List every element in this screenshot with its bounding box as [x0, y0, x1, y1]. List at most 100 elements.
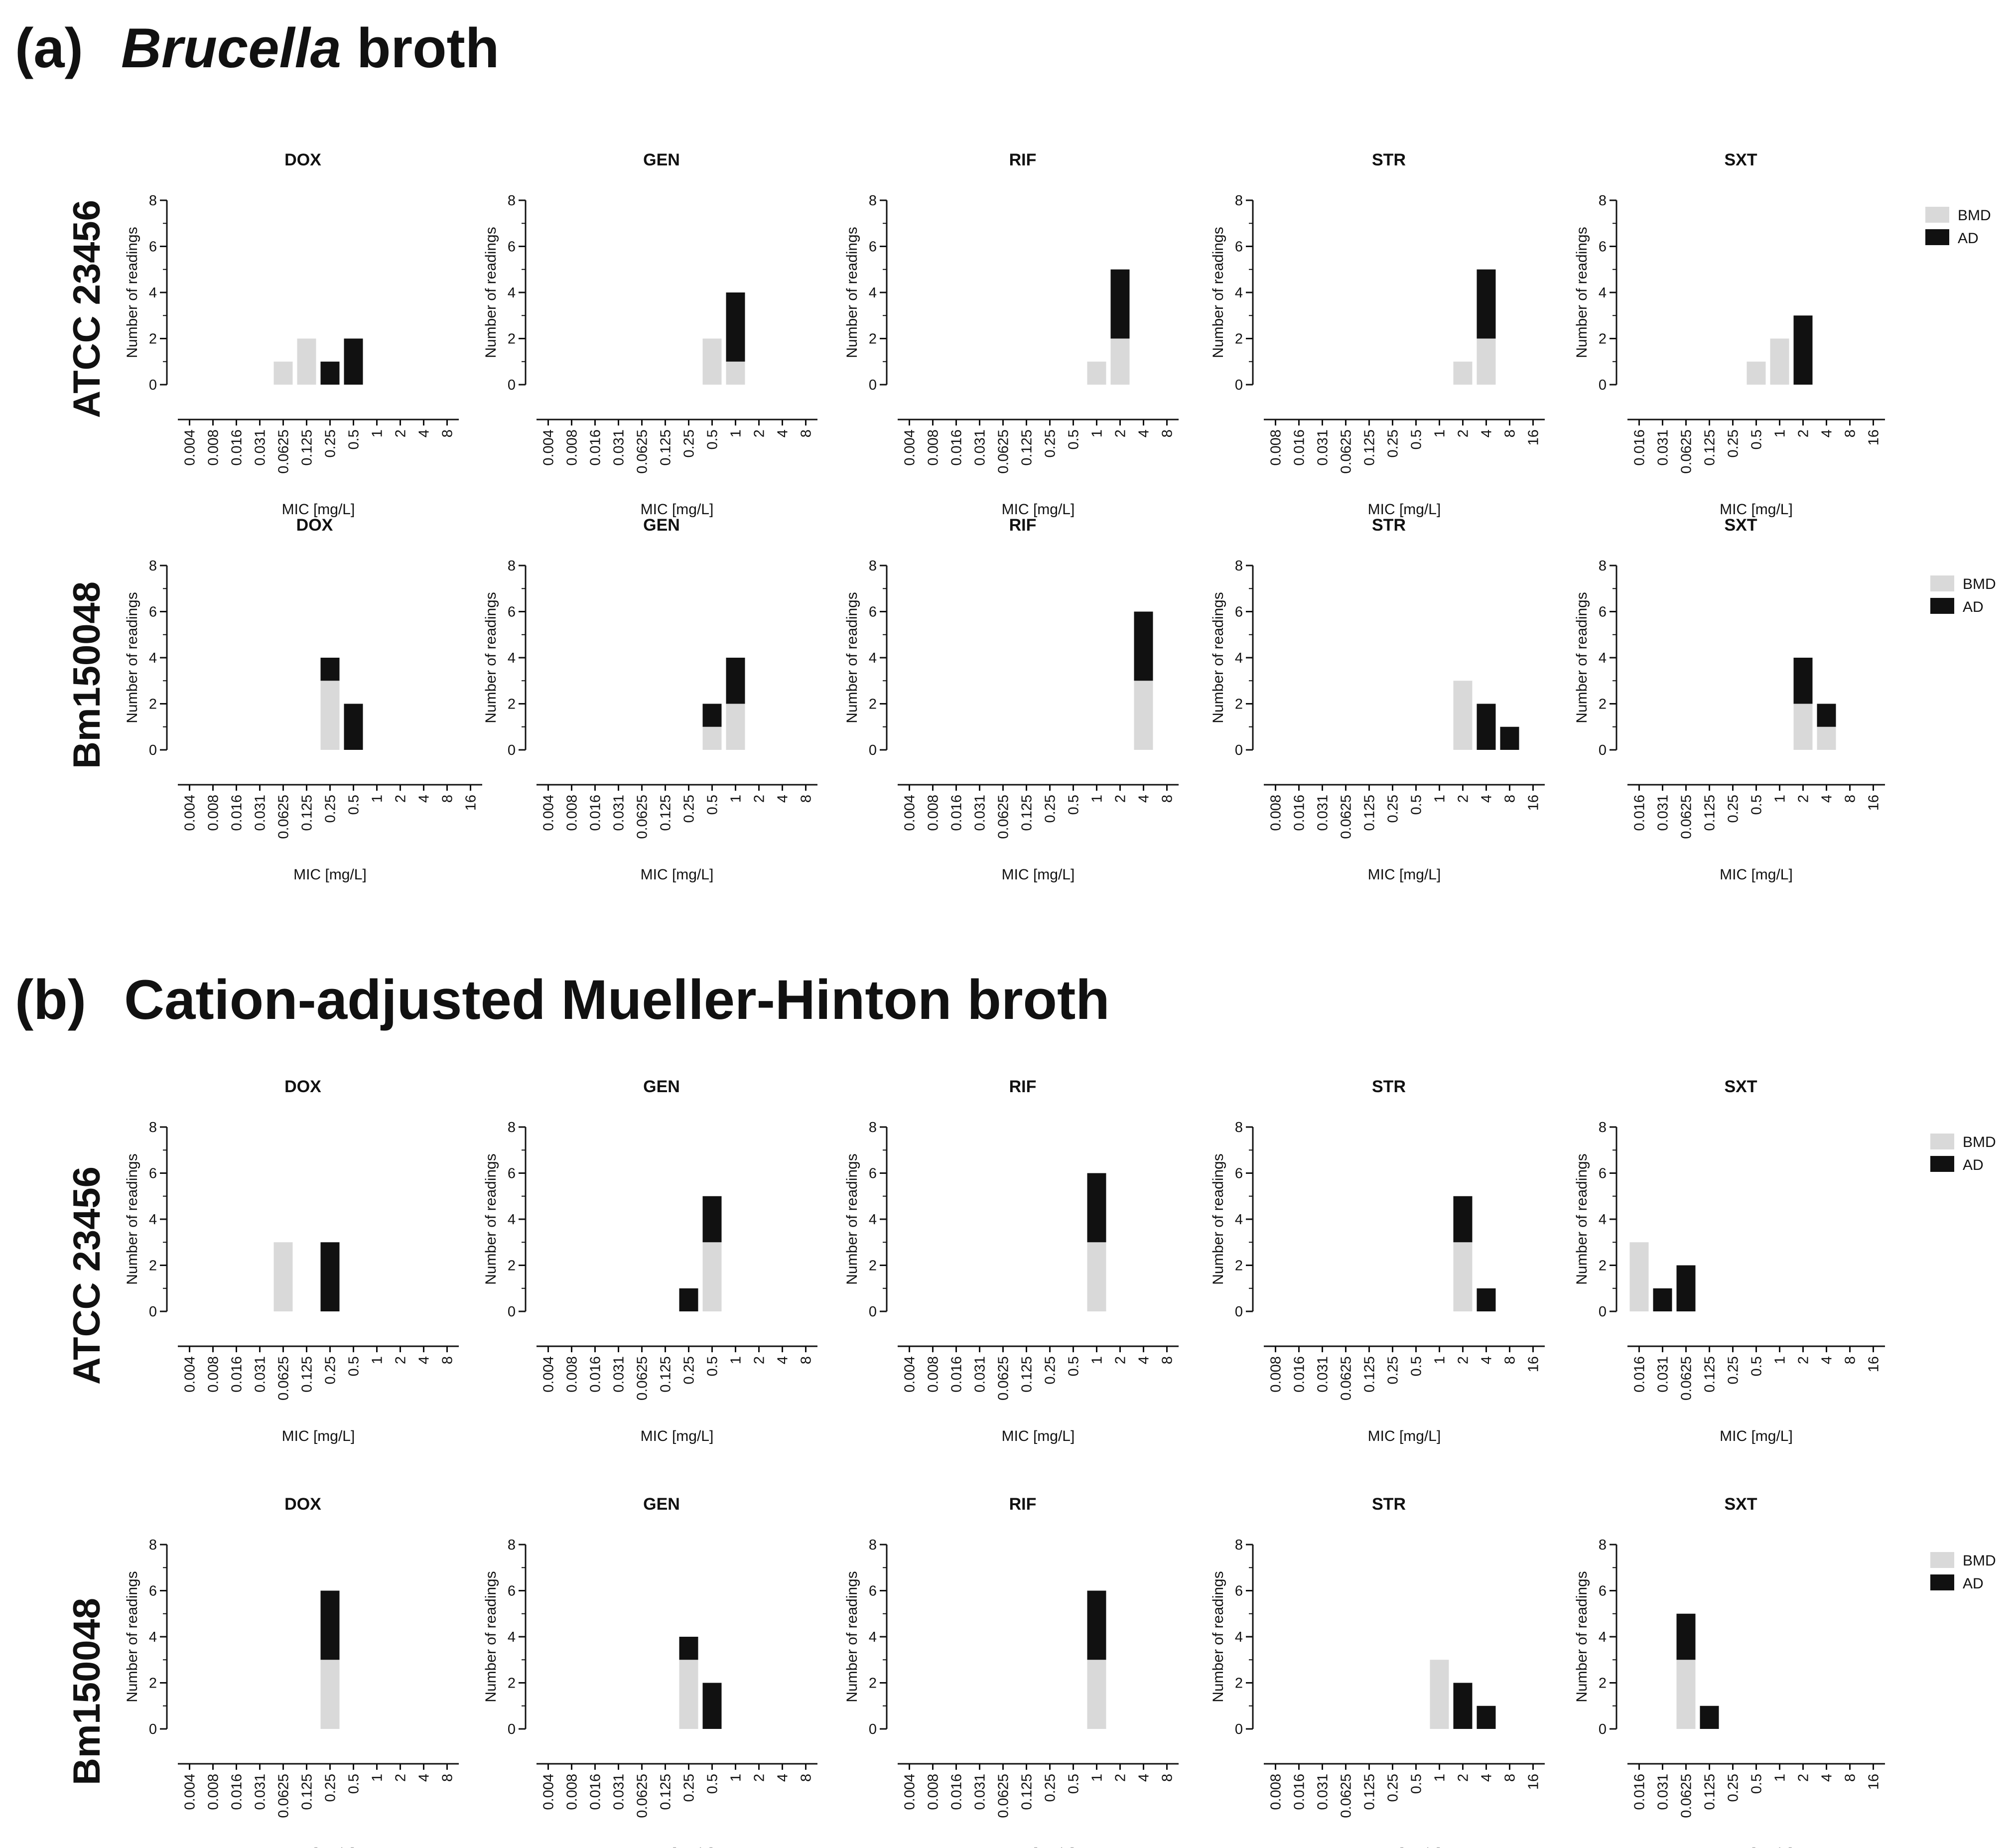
y-tick-label: 6: [1235, 1166, 1243, 1182]
y-tick-label: 8: [149, 1120, 157, 1136]
x-tick-label: 4: [416, 1774, 432, 1782]
x-tick-label: 0.008: [206, 1774, 222, 1810]
bar-ad: [320, 361, 340, 385]
y-tick-label: 0: [149, 742, 157, 758]
x-tick-label: 0.25: [1385, 429, 1401, 457]
x-tick-label: 0.5: [1066, 1356, 1082, 1376]
x-tick-label: 8: [1502, 795, 1518, 803]
bar-ad: [1793, 658, 1813, 704]
section-a-title: (a) Brucella broth: [15, 17, 499, 79]
y-tick-label: 4: [1235, 1212, 1243, 1228]
x-tick-label: 0.008: [564, 429, 580, 466]
y-axis-label: Number of readings: [1210, 1571, 1226, 1702]
y-axis-label: Number of readings: [124, 592, 140, 723]
x-tick-label: 0.25: [681, 1356, 697, 1384]
chart-title: RIF: [1009, 1077, 1037, 1096]
x-tick-label: 8: [1160, 1356, 1176, 1364]
y-tick-label: 8: [1599, 558, 1607, 574]
x-tick-label: 0.0625: [1679, 429, 1695, 474]
y-tick-label: 6: [508, 1583, 516, 1599]
bar-bmd: [1087, 1242, 1106, 1311]
x-tick-label: 2: [393, 429, 409, 437]
y-tick-label: 8: [149, 193, 157, 209]
y-tick-label: 2: [869, 1676, 877, 1692]
y-axis-label: Number of readings: [1210, 592, 1226, 723]
y-tick-label: 2: [1599, 331, 1607, 347]
x-tick-label: 0.125: [1362, 795, 1378, 831]
x-tick-label: 16: [1526, 1356, 1542, 1372]
x-tick-label: 0.5: [1409, 1356, 1425, 1376]
x-tick-label: 0.5: [1749, 429, 1765, 449]
legend-ad-swatch: [1930, 598, 1954, 614]
x-axis-label: MIC [mg/L]: [1002, 866, 1075, 883]
row-label-a-bm: Bm150048: [66, 581, 108, 769]
y-tick-label: 4: [1599, 1629, 1607, 1645]
x-tick-label: 0.004: [541, 795, 557, 831]
y-tick-label: 4: [508, 650, 516, 666]
y-tick-label: 8: [869, 1120, 877, 1136]
y-tick-label: 2: [869, 1258, 877, 1274]
x-tick-label: 0.25: [681, 795, 697, 823]
bar-bmd: [297, 338, 316, 385]
x-tick-label: 0.016: [588, 795, 604, 831]
chart-title: STR: [1372, 1495, 1406, 1514]
x-tick-label: 0.008: [564, 1356, 580, 1393]
x-tick-label: 0.125: [1019, 429, 1035, 466]
x-tick-label: 4: [1136, 795, 1152, 803]
legend-bmd-swatch: [1930, 1552, 1954, 1568]
legend-row1: BMD AD: [1925, 207, 1991, 247]
x-tick-label: 4: [416, 429, 432, 437]
x-tick-label: 0.5: [705, 1356, 721, 1376]
x-tick-label: 0.5: [1066, 1774, 1082, 1794]
x-tick-label: 0.031: [1655, 429, 1671, 466]
chart-title: SXT: [1724, 150, 1757, 169]
x-tick-label: 0.008: [1268, 429, 1284, 466]
legend-row2: BMD AD: [1930, 575, 1996, 615]
bar-ad: [320, 658, 340, 681]
x-tick-label: 0.008: [1268, 1774, 1284, 1810]
y-tick-label: 8: [869, 1537, 877, 1553]
legend-bmd-label: BMD: [1963, 576, 1996, 592]
x-tick-label: 0.031: [1315, 429, 1331, 466]
x-tick-label: 4: [775, 795, 791, 803]
y-tick-label: 8: [1235, 193, 1243, 209]
x-tick-label: 0.031: [1315, 1356, 1331, 1393]
bar-bmd: [1770, 338, 1789, 385]
x-tick-label: 2: [1113, 1356, 1129, 1364]
x-tick-label: 0.5: [705, 429, 721, 449]
y-tick-label: 2: [1235, 1258, 1243, 1274]
bar-ad: [1676, 1265, 1696, 1311]
x-tick-label: 0.5: [1066, 429, 1082, 449]
chart-title: RIF: [1009, 1495, 1037, 1514]
y-tick-label: 6: [508, 1166, 516, 1182]
bar-bmd: [1430, 1660, 1449, 1729]
bar-ad: [1453, 1196, 1473, 1243]
x-tick-label: 0.5: [346, 429, 362, 449]
x-tick-label: 1: [1089, 1774, 1105, 1782]
y-tick-label: 6: [149, 604, 157, 620]
bar-bmd: [273, 361, 293, 385]
y-tick-label: 4: [1599, 285, 1607, 301]
bar-ad: [1134, 611, 1153, 681]
chart-title: GEN: [643, 516, 680, 535]
x-tick-label: 0.004: [182, 429, 198, 466]
y-tick-label: 0: [1599, 1304, 1607, 1320]
x-tick-label: 2: [393, 1774, 409, 1782]
row-label-b-bm: Bm150048: [66, 1598, 108, 1785]
x-tick-label: 0.031: [1655, 795, 1671, 831]
x-tick-label: 0.25: [1385, 795, 1401, 823]
bar-ad: [1676, 1613, 1696, 1660]
y-tick-label: 8: [1599, 193, 1607, 209]
x-tick-label: 2: [1113, 429, 1129, 437]
x-tick-label: 0.25: [323, 1774, 339, 1802]
y-tick-label: 4: [1235, 1629, 1243, 1645]
x-tick-label: 0.004: [182, 795, 198, 831]
chart-title: SXT: [1724, 516, 1757, 535]
x-axis-label: MIC [mg/L]: [1002, 1846, 1075, 1848]
x-tick-label: 0.031: [972, 795, 988, 831]
legend-bmd-label: BMD: [1958, 207, 1991, 224]
